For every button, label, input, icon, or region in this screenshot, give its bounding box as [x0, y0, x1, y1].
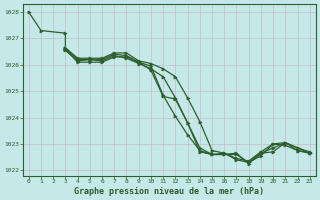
X-axis label: Graphe pression niveau de la mer (hPa): Graphe pression niveau de la mer (hPa) — [74, 187, 264, 196]
